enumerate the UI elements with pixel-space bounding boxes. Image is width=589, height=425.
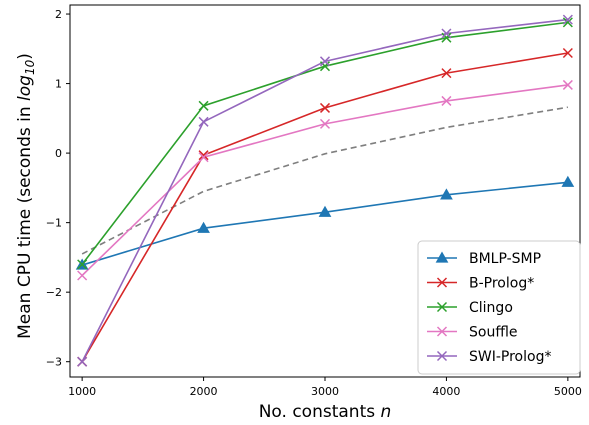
x-axis-title: No. constants n <box>259 402 392 422</box>
x-tick-label: 1000 <box>68 385 96 398</box>
legend-marker-souffle <box>436 326 448 337</box>
data-point-bmlp-smp <box>318 205 332 217</box>
legend-marker-bmlp-smp <box>435 251 449 263</box>
legend-box <box>417 240 581 375</box>
legend: BMLP-SMP B-Prolog* Clingo Souffle SWI-Prolog… <box>417 240 581 375</box>
reference-dashed-line <box>81 106 568 255</box>
y-tick-label: −3 <box>46 356 62 369</box>
y-tick-label: 2 <box>55 8 62 21</box>
data-point-souffle <box>319 118 331 129</box>
data-point-b-prolog <box>198 150 209 161</box>
y-axis-title: Mean CPU time (seconds in log10) <box>15 53 37 339</box>
legend-label-souffle: Souffle <box>469 325 517 341</box>
data-point-souffle <box>77 270 88 281</box>
legend-marker-swi-prolog <box>436 350 448 362</box>
data-point-b-prolog <box>441 68 452 79</box>
x-tick-label: 5000 <box>554 385 582 398</box>
data-point-clingo <box>77 259 88 270</box>
data-point-clingo <box>198 100 209 111</box>
legend-label-clingo: Clingo <box>469 300 513 316</box>
series-line-clingo <box>81 21 568 265</box>
data-point-souffle <box>562 79 573 90</box>
data-point-bmlp-smp <box>197 221 210 233</box>
data-point-bmlp-smp <box>561 175 575 187</box>
data-point-swi-prolog <box>319 56 331 67</box>
legend-label-swi-prolog: SWI-Prolog* <box>469 349 551 365</box>
x-tick-label: 4000 <box>432 385 460 398</box>
data-point-souffle <box>441 95 452 106</box>
x-tick-label: 2000 <box>190 385 218 398</box>
data-point-swi-prolog <box>562 14 573 25</box>
legend-label-b-prolog: B-Prolog* <box>469 276 534 292</box>
data-point-clingo <box>441 32 452 43</box>
data-point-clingo <box>319 61 331 72</box>
y-tick-label: 0 <box>55 147 62 160</box>
data-point-bmlp-smp <box>440 188 453 200</box>
legend-marker-clingo <box>436 301 448 313</box>
data-point-souffle <box>198 152 209 163</box>
data-point-b-prolog <box>319 102 331 113</box>
data-point-swi-prolog <box>441 28 452 39</box>
x-tick-label: 3000 <box>311 385 339 398</box>
data-point-b-prolog <box>562 47 573 59</box>
legend-label-bmlp-smp: BMLP-SMP <box>469 251 541 267</box>
legend-marker-b-prolog <box>436 277 448 288</box>
data-point-clingo <box>562 17 573 28</box>
data-point-swi-prolog <box>198 116 209 127</box>
data-point-swi-prolog <box>77 356 88 367</box>
y-tick-label: 1 <box>55 78 62 91</box>
y-tick-label: −1 <box>46 217 62 230</box>
y-tick-label: −2 <box>46 286 62 299</box>
